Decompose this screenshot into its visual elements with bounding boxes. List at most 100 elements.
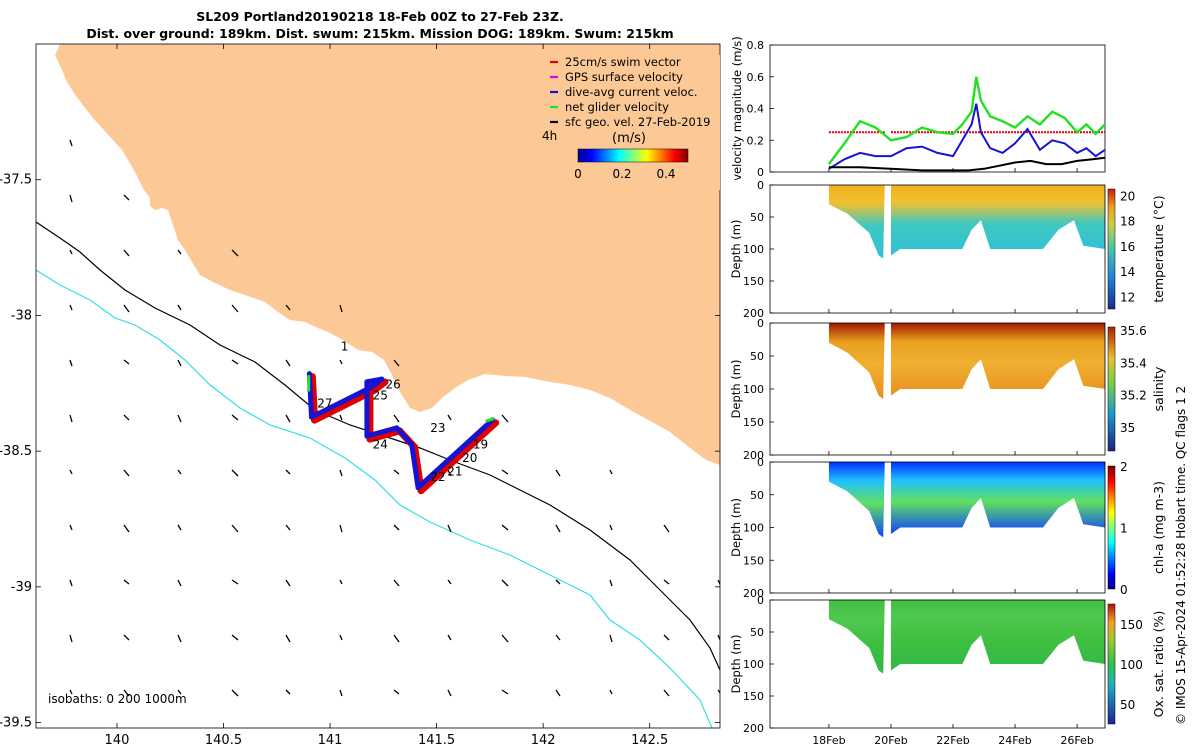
velocity-vector (285, 414, 291, 423)
salinity-cb-tick-label: 35.2 (1120, 389, 1147, 403)
map-x-tick-label: 141 (318, 733, 343, 748)
map-x-tick-label: 141.5 (418, 733, 455, 748)
track-segment (366, 427, 404, 443)
chla-cb-tick-label: 0 (1120, 583, 1128, 597)
velocity-vector (69, 524, 73, 531)
velocity-vector (501, 414, 509, 423)
oxygen-colorbar (1107, 603, 1116, 725)
date-tick-label: 26Feb (1060, 734, 1093, 747)
track-segment (364, 425, 400, 439)
velocity-vector (555, 689, 561, 697)
chla-section-a (828, 462, 885, 538)
velocity-vector (69, 359, 73, 367)
day-label: 23 (430, 421, 445, 435)
velocity-vector (123, 194, 130, 201)
velocity-vector (123, 359, 130, 365)
velocity-vector (177, 634, 182, 643)
map-y-tick-label: -39 (11, 580, 32, 595)
velocity-vector (231, 524, 239, 533)
velocity-vector (447, 689, 452, 697)
colorbar-tick-label: 0.4 (656, 167, 675, 181)
chla-section-b (890, 462, 1105, 535)
velocity-vector (231, 634, 239, 641)
map-axes: 140 140.5 141 141.5 142 142.5 -37.5 -38 -38.5 -39… (0, 44, 720, 748)
velocity-vector (177, 524, 182, 531)
velocity-vector (285, 634, 291, 643)
day-label: 1 (341, 340, 349, 354)
speed-colorbar (577, 148, 689, 163)
title-line-1: SL209 Portland20190218 18-Feb 00Z to 27-… (196, 9, 564, 24)
oxygen-y-tick-label: 150 (743, 690, 764, 703)
velocity-vector (393, 414, 400, 423)
velocity-vector (393, 579, 400, 587)
chla-y-label: Depth (m) (729, 498, 743, 557)
oxygen-y-tick-label: 50 (750, 626, 764, 639)
velocity-vector (339, 524, 343, 533)
temperature-colorbar (1107, 188, 1116, 310)
track-segment (308, 373, 319, 424)
velocity-y-tick-label: 0.8 (747, 39, 765, 52)
chla-cb-tick-label: 1 (1120, 522, 1128, 536)
velocity-vector (177, 359, 182, 367)
oxygen-y-tick-label: 100 (743, 658, 764, 671)
velocity-vector (393, 359, 400, 367)
velocity-y-tick-label: 0.6 (747, 71, 765, 84)
legend-label: 25cm/s swim vector (565, 55, 681, 69)
temperature-section-a (828, 185, 885, 259)
velocity-vector (177, 249, 182, 255)
map-y-tick-label: -38.5 (0, 444, 32, 459)
velocity-vector (285, 304, 291, 311)
velocity-vector (69, 414, 73, 423)
velocity-vector (231, 359, 239, 365)
track-segment (409, 441, 421, 491)
temperature-cb-tick-label: 20 (1120, 189, 1135, 203)
map-x-tick-label: 140.5 (205, 733, 242, 748)
velocity-vector (231, 469, 239, 477)
salinity-y-tick-label: 200 (743, 449, 764, 462)
day-label: 27 (317, 397, 332, 411)
chla-colorbar (1107, 465, 1116, 590)
velocity-vector (609, 579, 613, 587)
velocity-vector (285, 469, 291, 475)
velocity-vector (339, 689, 343, 697)
colorbar-tick-label: 0 (574, 167, 582, 181)
velocity-vector (393, 469, 400, 475)
velocity-vector (123, 579, 130, 585)
velocity-vector (231, 689, 239, 697)
velocity-vector (339, 579, 343, 585)
temperature-y-tick-label: 200 (743, 307, 764, 320)
velocity-vector (123, 469, 130, 477)
colorbar-tick-label: 0.2 (612, 167, 631, 181)
velocity-vector (717, 634, 720, 642)
velocity-vector (555, 524, 561, 533)
velocity-series-geo (828, 156, 1106, 172)
day-label: 24 (373, 437, 388, 451)
velocity-vector (69, 634, 73, 643)
velocity-series-dive (828, 103, 1106, 170)
map-x-tick-label: 140 (105, 733, 130, 748)
salinity-section-a (828, 323, 885, 399)
velocity-vector (717, 689, 720, 694)
velocity-vector (285, 579, 291, 587)
salinity-y-tick-label: 0 (757, 317, 764, 330)
salinity-y-tick-label: 150 (743, 416, 764, 429)
temperature-cb-label: temperature (°C) (1151, 195, 1166, 302)
oxygen-cb-tick-label: 50 (1120, 698, 1135, 712)
map-frame (35, 43, 721, 729)
credit-line: © IMOS 15-Apr-2024 01:52:28 Hobart time.… (1174, 386, 1188, 725)
date-tick-label: 22Feb (936, 734, 969, 747)
velocity-vector (339, 304, 343, 313)
velocity-vector (231, 304, 239, 313)
salinity-cb-tick-label: 35.6 (1120, 324, 1147, 338)
velocity-vector (231, 414, 239, 421)
velocity-vector (177, 579, 182, 587)
surface-velocity-vectors (69, 139, 720, 697)
temperature-y-tick-label: 100 (743, 243, 764, 256)
glider-track (306, 371, 500, 495)
velocity-vector (177, 414, 182, 423)
chla-y-tick-label: 150 (743, 554, 764, 567)
oxygen-y-label: Depth (m) (729, 635, 743, 694)
oxygen-section-a (828, 600, 885, 674)
chla-y-tick-label: 100 (743, 522, 764, 535)
